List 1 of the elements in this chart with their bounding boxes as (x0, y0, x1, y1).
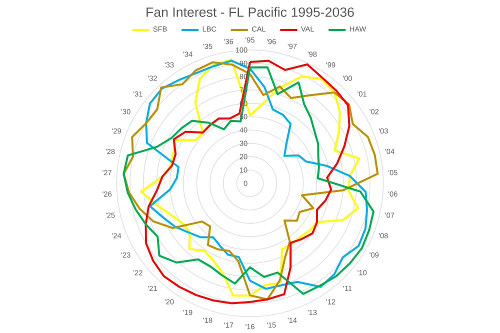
chart-title: Fan Interest - FL Pacific 1995-2036 (146, 6, 354, 17)
